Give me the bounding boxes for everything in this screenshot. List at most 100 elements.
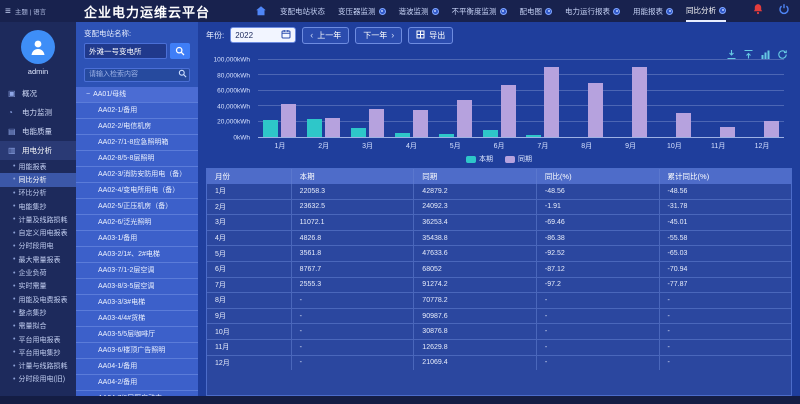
restore-icon[interactable] [777,49,788,60]
tree-filter-input[interactable] [84,67,190,82]
tree-node-5[interactable]: AA02-3/消防安防用电（备） [76,166,198,183]
nav-item-label: 谐波监测 [398,6,429,16]
station-name-input[interactable] [84,43,167,59]
table-row-10: 10月 -30876.8- - [207,323,791,339]
submenu-item-label: 计量与线路损耗 [18,363,68,371]
tree-node-1[interactable]: AA02-1/备用 [76,102,198,119]
bullet-icon: • [13,256,16,264]
station-search-button[interactable] [170,43,190,59]
tree-node-15[interactable]: AA03-5/5层咖啡厅 [76,326,198,343]
tree-node-14[interactable]: AA03-4/4#货梯 [76,310,198,327]
bullet-icon: • [13,203,16,211]
tree-node-18[interactable]: AA04-2/备用 [76,374,198,391]
sidebar-item-2[interactable]: ◔ 电力监测 [0,103,76,122]
submenu-item-8[interactable]: • 最大需量报表 [0,253,76,266]
submenu-item-6[interactable]: • 自定义用电报表 [0,226,76,239]
submenu-item-10[interactable]: • 实时需量 [0,280,76,293]
tree-node-8[interactable]: AA02-6/泛光照明 [76,214,198,231]
tree-node-9[interactable]: AA03-1/备用 [76,230,198,247]
nav-item-label: 变压器监测 [338,6,376,16]
submenu-item-17[interactable]: • 分时段用电(旧) [0,373,76,386]
home-icon[interactable] [255,5,267,17]
submenu-item-15[interactable]: • 平台用电集抄 [0,346,76,359]
bullet-icon: • [13,163,16,171]
notification-bell-icon[interactable] [752,2,764,20]
nav-item-2[interactable]: 变压器监测 [338,0,386,22]
tree-node-17[interactable]: AA04-1/备用 [76,358,198,375]
table-cell: 12月 [207,355,292,371]
submenu-item-4[interactable]: • 电能集抄 [0,200,76,213]
table-row-11: 11月 -12629.8- - [207,338,791,355]
tree-node-label: AA03-6/楼顶广告照明 [98,347,166,354]
body-row: admin ▣ 概况 ◔ 电力监测 ▤ 电能质量 ▥ 用电分析 • 用能报表 • 同比分析 • 环比分析… [0,22,800,396]
submenu-item-12[interactable]: • 整点集抄 [0,306,76,319]
submenu-item-label: 分时段用电 [18,243,54,251]
tree-node-label: AA03-3/3#电梯 [98,299,146,306]
nav-item-7[interactable]: 用能报表 [633,0,673,22]
tree-node-13[interactable]: AA03-3/3#电梯 [76,294,198,311]
submenu-item-13[interactable]: • 需量拟合 [0,320,76,333]
table-cell: - [537,324,660,339]
nav-item-8[interactable]: 同比分析 [686,0,726,22]
tree-node-10[interactable]: AA03-2/1#、2#电梯 [76,246,198,263]
submenu-item-5[interactable]: • 计量及线路损耗 [0,213,76,226]
submenu-item-3[interactable]: • 环比分析 [0,187,76,200]
tree-node-19[interactable]: AA04-7/6层厨房动力 [76,390,198,396]
submenu-item-2[interactable]: • 同比分析 [0,173,76,187]
tree-node-7[interactable]: AA02-5/正压机房（备） [76,198,198,215]
table-cell: 4826.8 [292,230,415,246]
theme-language-switch[interactable]: 主题 | 语言 [14,9,47,16]
data-view-icon[interactable] [743,49,754,60]
power-logout-icon[interactable] [778,2,790,20]
legend-item-同期[interactable]: 同期 [505,154,532,164]
table-header-row: 月份 本期 同期 同比(%) 累计同比(%) [207,169,791,184]
save-image-icon[interactable] [726,49,737,60]
bar-group-1月: 1月 [263,60,297,150]
tree-root-node[interactable]: − AA01/母线 [76,86,198,103]
tree-node-16[interactable]: AA03-6/楼顶广告照明 [76,342,198,359]
bar-本期 [307,118,323,137]
nav-item-3[interactable]: 谐波监测 [399,0,439,22]
year-picker[interactable] [230,27,297,43]
table-cell: 4月 [207,230,292,246]
tree-node-6[interactable]: AA02-4/变电所用电（备） [76,182,198,199]
bar-type-icon[interactable] [760,49,771,60]
tree-node-2[interactable]: AA02-2/电信机房 [76,118,198,135]
table-cell: -77.87 [667,281,688,289]
tree-node-11[interactable]: AA03-7/1-2层空调 [76,262,198,279]
legend-item-本期[interactable]: 本期 [466,154,493,164]
table-cell: - [667,359,670,367]
submenu-item-11[interactable]: • 用能及电费报表 [0,293,76,306]
nav-item-1[interactable]: 变配电站状态 [280,0,325,22]
bar-同期 [588,82,604,137]
calendar-icon[interactable] [281,29,291,41]
sidebar-item-1[interactable]: ▣ 概况 [0,84,76,103]
tree-node-12[interactable]: AA03-8/3-5层空调 [76,278,198,295]
prev-year-button[interactable]: ‹ 上一年 [302,26,350,44]
hamburger-icon[interactable]: ≡ [5,5,11,17]
submenu-item-9[interactable]: • 企业负荷 [0,266,76,279]
table-row-2: 2月 23632.5 24092.3 -1.91 -31.78 [207,198,791,215]
submenu-item-1[interactable]: • 用能报表 [0,160,76,173]
sidebar-item-4[interactable]: ▥ 用电分析 [0,141,76,160]
sidebar-item-3[interactable]: ▤ 电能质量 [0,122,76,141]
submenu-item-label: 环比分析 [18,190,47,198]
year-input[interactable] [235,30,278,40]
tree-root-label: AA01/母线 [93,91,127,98]
export-button[interactable]: 导出 [408,26,454,44]
table-cell: -87.12 [537,261,660,277]
bullet-icon: • [13,242,16,250]
next-year-button[interactable]: 下一年 › [355,26,403,44]
bar-同期 [763,120,779,137]
nav-item-6[interactable]: 电力运行报表 [565,0,620,22]
tree-node-4[interactable]: AA02-8/5-8层照明 [76,150,198,167]
submenu-item-7[interactable]: • 分时段用电 [0,240,76,253]
tree-node-3[interactable]: AA02-7/1-8应急照明箱 [76,134,198,151]
nav-item-4[interactable]: 不平衡度监测 [452,0,507,22]
nav-item-5[interactable]: 配电图 [520,0,552,22]
submenu-item-16[interactable]: • 计量与线路损耗 [0,359,76,372]
legend-swatch [466,155,476,163]
submenu-item-14[interactable]: • 平台用电报表 [0,333,76,346]
table-cell: 10月 [207,324,292,339]
bar-group-5月: 5月 [438,60,472,150]
